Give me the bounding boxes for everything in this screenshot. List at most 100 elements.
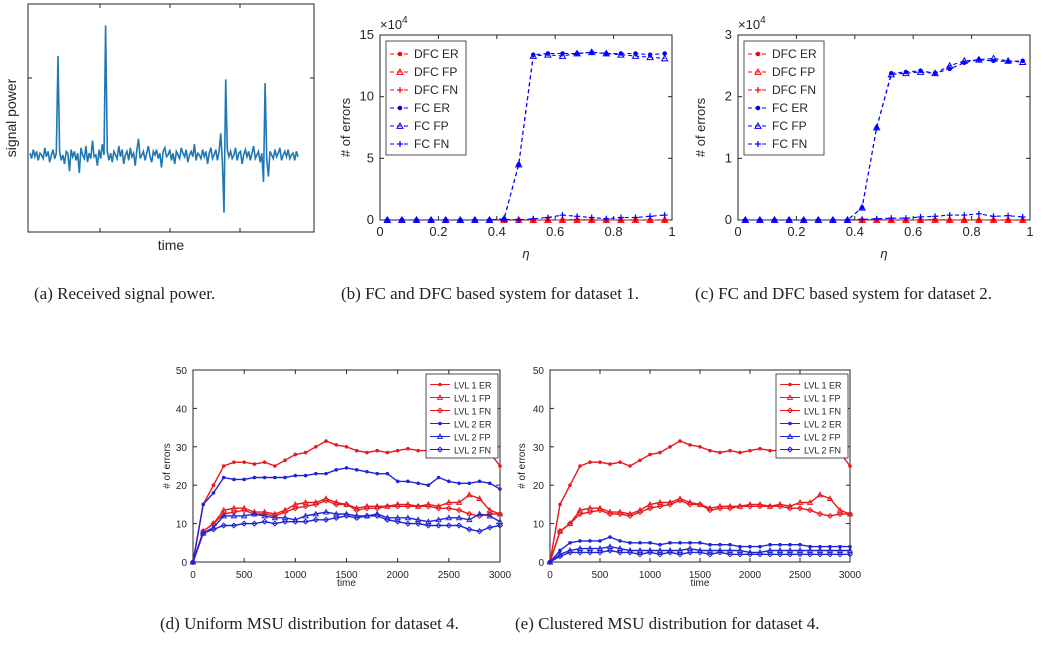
data-point xyxy=(498,487,502,491)
data-point xyxy=(544,50,552,58)
legend-marker xyxy=(397,105,403,111)
legend: LVL 1 ER LVL 1 FP LVL 1 FN LVL 2 ER LVL 2 FP… xyxy=(775,373,849,459)
data-point xyxy=(678,541,682,545)
x-tick-label: 500 xyxy=(592,570,609,581)
y-tick-label: 40 xyxy=(533,404,545,415)
data-point xyxy=(708,448,712,453)
data-point xyxy=(353,514,360,521)
data-point xyxy=(261,518,268,525)
data-point xyxy=(872,123,881,131)
data-point xyxy=(588,539,592,543)
panel-e: 0 500 1000 1500 2000 2500 3000 0 10 20 30 40 50 time #… xyxy=(515,355,865,600)
legend-marker xyxy=(436,433,444,439)
data-point xyxy=(632,214,639,221)
data-point xyxy=(302,518,309,525)
data-point xyxy=(786,505,794,512)
y-tick-label: 3 xyxy=(725,27,732,42)
data-point xyxy=(230,512,238,519)
data-point xyxy=(558,502,562,507)
data-point xyxy=(608,462,612,466)
data-point xyxy=(686,501,694,508)
legend-marker xyxy=(438,421,442,426)
data-point xyxy=(252,462,257,466)
data-point xyxy=(375,448,379,453)
data-point xyxy=(281,518,289,525)
data-point xyxy=(514,160,523,168)
data-point xyxy=(756,503,764,510)
data-point xyxy=(574,213,581,220)
data-point xyxy=(385,471,390,476)
data-point xyxy=(808,544,812,549)
x-axis-label: time xyxy=(337,578,356,589)
data-point xyxy=(736,551,744,558)
caption-d-text: Uniform MSU distribution for dataset 4. xyxy=(184,614,459,633)
data-point xyxy=(455,507,463,514)
data-point xyxy=(816,491,824,498)
data-point xyxy=(718,450,722,455)
x-tick-label: 0 xyxy=(190,570,196,581)
data-point xyxy=(394,518,401,525)
data-point xyxy=(333,514,340,521)
data-point xyxy=(486,524,493,531)
y-tick-label: 0 xyxy=(367,212,374,227)
x-tick-label: 0.2 xyxy=(787,224,805,239)
data-point xyxy=(742,217,749,223)
legend-marker xyxy=(436,394,444,400)
legend-marker xyxy=(436,446,444,453)
data-point xyxy=(189,558,197,566)
data-point xyxy=(796,505,804,512)
data-point xyxy=(374,512,381,520)
data-point xyxy=(829,217,836,223)
x-tick-label: 2500 xyxy=(438,570,461,581)
signal-power-chart: time signal power xyxy=(3,3,315,253)
data-point xyxy=(283,458,287,463)
data-point xyxy=(273,475,277,480)
data-point xyxy=(736,503,744,510)
data-point xyxy=(716,505,724,512)
data-point xyxy=(748,544,752,549)
data-point xyxy=(476,495,483,502)
data-point xyxy=(961,212,968,219)
panel-b: 0 0.2 0.4 0.6 0.8 1 0 5 10 15 ×104 η # of errors DFC … xyxy=(338,0,690,270)
y-tick-label: 0 xyxy=(725,212,732,227)
data-point xyxy=(796,551,804,558)
legend-marker xyxy=(754,67,762,75)
data-point xyxy=(363,512,371,520)
clustered-msu-chart: 0 500 1000 1500 2000 2500 3000 0 10 20 30 40 50 time #… xyxy=(517,366,862,589)
data-point xyxy=(436,475,441,480)
data-point xyxy=(758,544,762,549)
data-point xyxy=(836,551,844,558)
data-point xyxy=(686,549,694,556)
panel-d: 0 500 1000 1500 2000 2500 3000 0 10 20 30 40 50 time #… xyxy=(160,355,512,600)
y-axis-label: # of errors xyxy=(517,443,528,489)
y-tick-label: 10 xyxy=(360,89,374,104)
data-point xyxy=(586,549,594,556)
data-point xyxy=(322,516,330,523)
data-point xyxy=(211,483,216,487)
legend-entry: LVL 1 FP xyxy=(804,394,841,404)
data-point xyxy=(1005,212,1012,219)
legend-marker xyxy=(786,407,794,414)
x-tick-label: 1500 xyxy=(335,570,358,581)
data-point xyxy=(466,516,473,523)
data-point xyxy=(363,505,371,512)
exponent-label: ×104 xyxy=(738,15,766,32)
data-point xyxy=(826,512,834,520)
data-point xyxy=(676,497,684,504)
data-point xyxy=(638,458,642,463)
legend: DFC ER DFC FP DFC FN FC ER FC FP FC FN xyxy=(743,40,825,156)
x-tick-label: 0.2 xyxy=(429,224,447,239)
data-point xyxy=(398,217,405,223)
legend-entry: LVL 1 FN xyxy=(804,407,841,417)
legend-entry: FC FP xyxy=(414,119,449,133)
legend-box xyxy=(385,40,467,156)
data-point xyxy=(766,551,774,558)
data-point xyxy=(588,460,592,464)
legend: LVL 1 ER LVL 1 FP LVL 1 FN LVL 2 ER LVL 2 FP… xyxy=(425,373,499,459)
data-point xyxy=(566,549,574,556)
data-point xyxy=(602,49,611,57)
legend-entry: LVL 2 FN xyxy=(454,446,491,456)
data-point xyxy=(486,217,493,223)
data-point xyxy=(487,481,492,486)
y-tick-label: 20 xyxy=(176,481,188,492)
